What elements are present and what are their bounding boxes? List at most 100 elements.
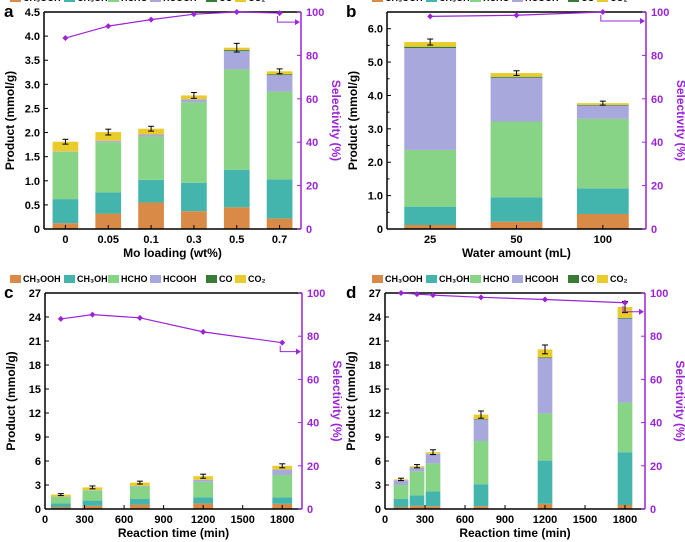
y2-tick-label: 80 <box>650 331 662 343</box>
legend-swatch-ch3ooh <box>10 275 21 283</box>
selectivity-arrowhead <box>639 308 644 315</box>
y-tick-label: 0 <box>375 504 381 516</box>
bar-ch3oh <box>490 197 543 222</box>
bar-hcooh <box>223 51 250 70</box>
y2-tick-label: 60 <box>307 374 319 386</box>
y-tick-label: 2.0 <box>25 128 40 140</box>
bar-ch3ooh <box>409 505 425 509</box>
selectivity-point <box>276 10 283 17</box>
y-tick-label: 21 <box>369 336 381 348</box>
bar-hcho <box>617 402 633 453</box>
panel-d: 0 3 6 9 12 15 18 21 24 27 0 20 40 60 80 100 0 300 600 900 12… <box>344 274 685 540</box>
y-tick-label: 12 <box>369 408 381 420</box>
bar-hcho <box>82 490 103 501</box>
bar-hcooh <box>473 419 489 441</box>
bar-hcho <box>266 91 293 180</box>
bar-hcooh <box>266 75 293 92</box>
y-tick-label: 3.0 <box>25 79 40 91</box>
bar-co <box>617 317 633 319</box>
bar-ch3oh <box>272 497 293 504</box>
bar-ch3oh <box>95 192 122 214</box>
bar-hcho <box>404 149 457 207</box>
bar-ch3oh <box>266 179 293 219</box>
y-tick-label: 3.5 <box>25 55 40 67</box>
bar-ch3oh <box>52 199 79 224</box>
legend-swatch-hcooh <box>150 0 161 2</box>
bar-ch3oh <box>409 495 425 506</box>
legend-swatch-hcho <box>108 275 119 283</box>
y2-tick-label: 100 <box>307 288 325 300</box>
y2-tick-label: 0 <box>651 224 657 236</box>
x-tick-label: 900 <box>496 514 514 526</box>
bar-ch3oh <box>617 452 633 505</box>
y2-tick-label: 20 <box>306 181 318 193</box>
x-tick-label: 0 <box>382 514 388 526</box>
selectivity-point <box>57 315 64 322</box>
panel-letter: b <box>346 2 356 21</box>
bar-hcho <box>490 121 543 198</box>
legend-label-ch3ooh: CH₃OOH <box>385 274 423 284</box>
y2-tick-label: 100 <box>650 288 668 300</box>
y-tick-label: 21 <box>29 336 41 348</box>
legend-label-hcooh: HCOOH <box>525 0 559 3</box>
y-tick-label: 2.0 <box>368 157 383 169</box>
bar-ch3oh <box>193 497 214 504</box>
panel-letter: c <box>4 283 13 302</box>
bar-hcooh <box>490 77 543 122</box>
bar-co <box>490 76 543 78</box>
y-tick-label: 3 <box>35 480 41 492</box>
legend-label-ch3ooh: CH₃OOH <box>23 274 61 284</box>
bar-ch3oh <box>130 499 150 505</box>
legend-label-co2: CO₂ <box>248 274 266 284</box>
selectivity-point <box>190 11 197 18</box>
x-tick-label: 600 <box>456 514 474 526</box>
y-axis-label: Product (mmol/g) <box>4 351 18 450</box>
legend-label-ch3oh: CH₃OH <box>77 274 108 284</box>
bar-ch3ooh <box>425 506 441 509</box>
y-tick-label: 24 <box>369 312 382 324</box>
bar-hcho <box>272 475 293 498</box>
legend-label-co: CO <box>581 274 595 284</box>
bar-hcooh <box>409 467 425 472</box>
bar-co2 <box>52 141 79 152</box>
y-tick-label: 9 <box>35 432 41 444</box>
x-tick-label: 0.5 <box>229 234 244 246</box>
bar-hcho <box>193 481 214 498</box>
y-tick-label: 1.5 <box>25 152 40 164</box>
y-tick-label: 18 <box>29 360 41 372</box>
bar-hcho <box>50 497 71 504</box>
bar-hcooh <box>393 480 409 485</box>
x-axis-label: Water amount (mL) <box>462 246 571 260</box>
selectivity-point <box>430 292 436 299</box>
legend-label-hcho: HCHO <box>121 0 148 3</box>
bar-ch3ooh <box>266 218 293 229</box>
y-tick-label: 27 <box>369 288 381 300</box>
y-tick-label: 4.5 <box>25 7 40 19</box>
y2-axis-label: Selectivity (%) <box>674 80 685 161</box>
selectivity-point <box>513 12 520 19</box>
bar-hcooh <box>617 318 633 403</box>
y2-axis-label: Selectivity (%) <box>329 80 343 161</box>
bar-ch3ooh <box>130 504 150 509</box>
x-tick-label: 0.05 <box>98 234 119 246</box>
y-tick-label: 0 <box>34 224 40 236</box>
y2-tick-label: 40 <box>651 137 663 149</box>
bar-ch3oh <box>404 206 457 225</box>
selectivity-point <box>200 328 207 335</box>
y-tick-label: 1.0 <box>25 176 40 188</box>
legend-swatch-hcho <box>470 0 481 2</box>
selectivity-point <box>279 339 286 346</box>
y2-tick-label: 40 <box>307 418 319 430</box>
panel-letter: a <box>4 2 14 21</box>
selectivity-point <box>622 299 628 306</box>
panel-a: 0 0.5 1.0 1.5 2.0 2.5 3.0 3.5 4.0 4.5 0 20 40 60 80 100… <box>3 0 343 260</box>
y-tick-label: 24 <box>29 312 42 324</box>
x-tick-label: 900 <box>154 514 172 526</box>
selectivity-point <box>62 35 69 42</box>
y-tick-label: 6 <box>375 456 381 468</box>
y-tick-label: 4.0 <box>25 31 40 43</box>
bar-ch3oh <box>82 500 103 506</box>
legend-swatch-hcooh <box>512 0 523 2</box>
legend-swatch-co <box>206 275 217 283</box>
